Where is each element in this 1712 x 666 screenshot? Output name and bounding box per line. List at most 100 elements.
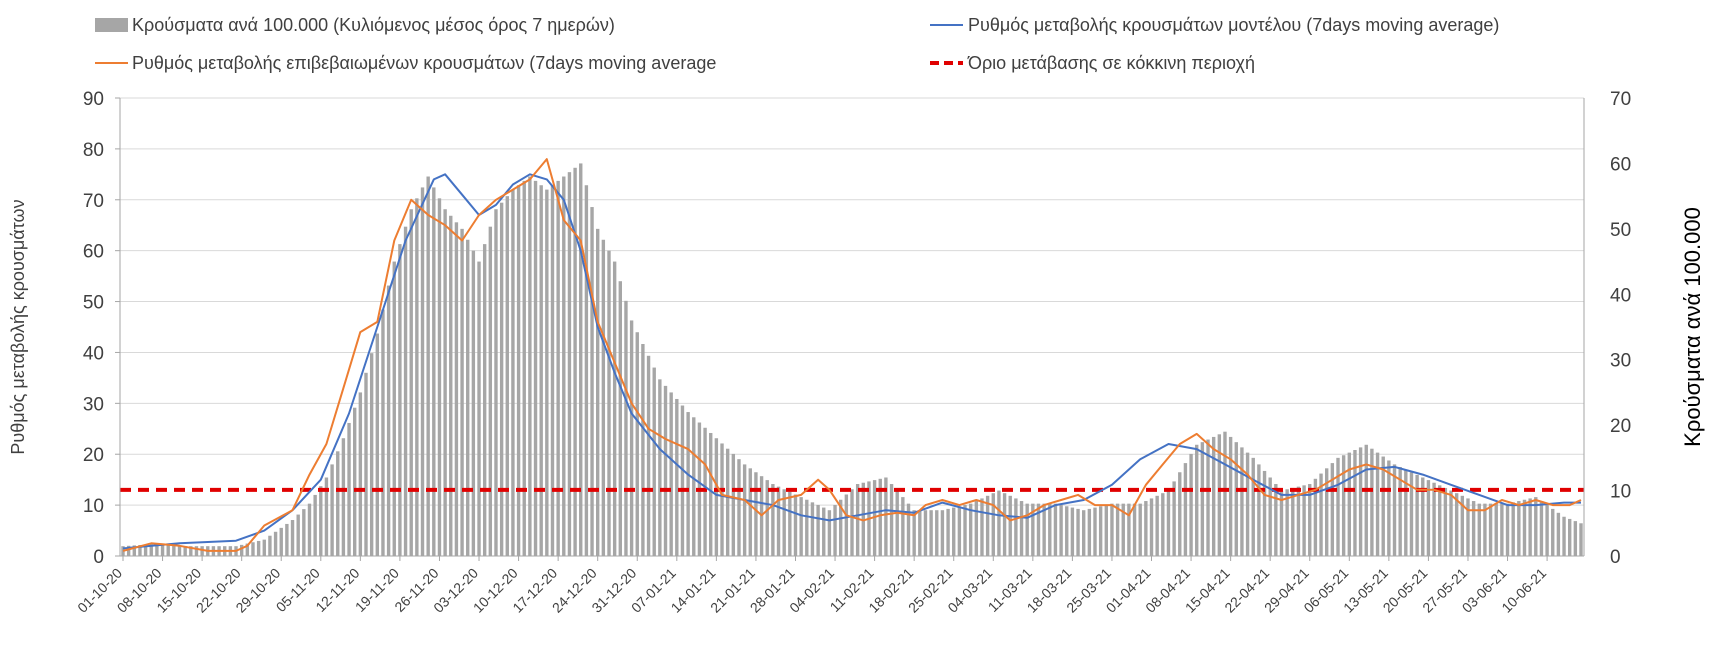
bar <box>1195 444 1199 556</box>
bar <box>1432 482 1436 556</box>
bar <box>460 228 464 556</box>
bar <box>1381 456 1385 556</box>
bar <box>454 222 459 557</box>
bar <box>946 508 950 556</box>
bar <box>1517 501 1521 556</box>
bar <box>742 464 747 556</box>
bar <box>1398 467 1402 556</box>
bar <box>1217 434 1222 556</box>
bar <box>1279 490 1284 556</box>
bar <box>1466 498 1470 556</box>
bar <box>895 490 899 556</box>
bar <box>1285 489 1289 556</box>
bar <box>646 355 651 556</box>
bar <box>1528 498 1532 556</box>
bar <box>799 497 803 556</box>
bar <box>918 510 922 556</box>
bar <box>1223 431 1227 556</box>
bar <box>426 176 430 556</box>
bar <box>449 215 453 556</box>
bar <box>369 353 374 556</box>
bar-series <box>121 163 1583 557</box>
bar <box>358 392 363 556</box>
bar <box>1268 477 1272 556</box>
bar <box>550 185 555 556</box>
bar <box>1138 503 1142 556</box>
bar <box>1076 508 1080 556</box>
bar <box>579 163 583 556</box>
bar <box>1505 503 1510 556</box>
bar <box>239 544 244 556</box>
bar <box>980 498 984 556</box>
bar <box>731 453 736 556</box>
bar <box>663 385 668 556</box>
bar <box>788 491 792 556</box>
bar <box>1166 490 1171 556</box>
legend-threshold-label: Όριο μετάβασης σε κόκκινη περιοχή <box>967 53 1255 73</box>
bar <box>392 261 396 556</box>
bar <box>1200 442 1205 556</box>
bar <box>499 202 504 556</box>
bar <box>601 239 606 556</box>
bar <box>635 332 639 556</box>
bar <box>1144 501 1148 556</box>
bar <box>511 189 515 556</box>
bar <box>1257 464 1261 556</box>
bar <box>675 398 679 556</box>
bar <box>584 185 589 556</box>
bar <box>245 543 250 556</box>
bar <box>968 503 973 556</box>
bar <box>1251 457 1255 556</box>
y-axis-right-ticks: 0 10 20 30 40 50 60 70 <box>1610 89 1631 568</box>
bar <box>1545 504 1549 556</box>
bar <box>709 432 713 556</box>
bar <box>1353 450 1357 556</box>
bar <box>1036 503 1041 556</box>
bar <box>1178 472 1182 556</box>
bar <box>1296 486 1301 556</box>
bar <box>324 477 329 556</box>
bar <box>1579 523 1583 556</box>
bar <box>1127 503 1131 556</box>
legend-bars-swatch <box>95 18 128 32</box>
bar <box>432 187 436 556</box>
bar <box>1500 503 1504 556</box>
bar <box>1274 484 1278 556</box>
bar <box>285 523 289 556</box>
y-right-tick-label: 0 <box>1610 547 1621 568</box>
y-left-tick-label: 50 <box>83 293 104 314</box>
bar <box>1291 487 1295 556</box>
bar <box>1008 495 1012 556</box>
bar <box>1330 463 1335 556</box>
bar <box>629 320 634 556</box>
bar <box>403 226 408 556</box>
bar <box>1534 497 1538 556</box>
bar <box>590 207 594 557</box>
bar <box>1341 455 1346 556</box>
bar <box>652 367 656 556</box>
bar <box>793 494 798 556</box>
y-right-tick-label: 10 <box>1610 482 1631 503</box>
legend: Κρούσματα ανά 100.000 (Κυλιόμενος μέσος … <box>95 15 1499 73</box>
bar <box>505 196 509 556</box>
bar <box>522 180 526 556</box>
y-right-tick-label: 70 <box>1610 89 1631 110</box>
bar <box>1556 512 1561 556</box>
y-left-tick-label: 20 <box>83 445 104 466</box>
bar <box>607 250 611 556</box>
bar <box>1059 504 1063 556</box>
bar <box>482 244 487 556</box>
y-right-tick-label: 40 <box>1610 285 1631 306</box>
bar <box>1375 452 1380 556</box>
bar <box>1573 521 1578 556</box>
bar <box>251 542 255 556</box>
bar <box>884 477 888 556</box>
bar <box>1443 487 1448 556</box>
y-axis-left-title: Ρυθμός μεταβολής κρουσμάτων <box>8 199 28 454</box>
bar <box>1325 468 1329 556</box>
bar <box>172 545 176 556</box>
bar <box>1206 439 1210 556</box>
bar <box>1115 503 1120 556</box>
bar <box>1454 493 1459 556</box>
